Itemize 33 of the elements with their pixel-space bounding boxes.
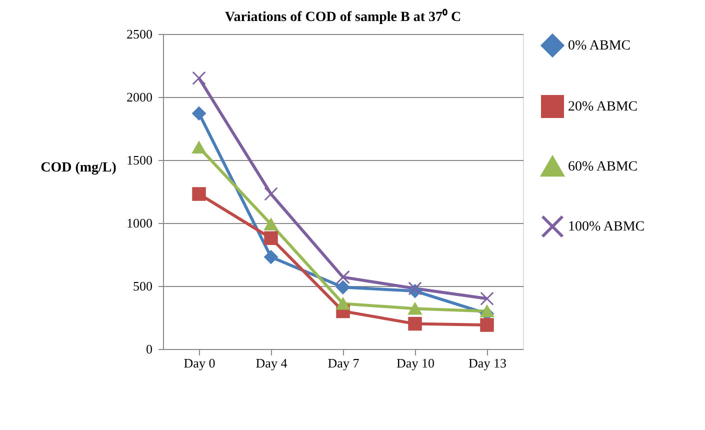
point xyxy=(192,106,206,120)
y-tick-label: 1000 xyxy=(126,216,152,230)
legend-label: 100% ABMC xyxy=(568,220,645,234)
legend-label: 20% ABMC xyxy=(568,100,638,114)
point xyxy=(192,141,206,154)
y-axis-title: COD (mg/L) xyxy=(40,160,117,176)
x-tick-label: Day 13 xyxy=(468,356,506,370)
x-tick-label: Day 4 xyxy=(256,356,288,370)
chart-title: Variations of COD of sample B at 37⁰ C xyxy=(224,8,462,25)
y-tick-label: 2500 xyxy=(126,26,152,42)
point xyxy=(408,316,422,331)
point xyxy=(264,231,278,245)
y-tick-label: 2000 xyxy=(126,90,152,104)
y-tick-label: 500 xyxy=(133,278,152,294)
point xyxy=(336,280,350,294)
y-tick-label: 1500 xyxy=(126,152,152,168)
x-tick-label: Day 0 xyxy=(184,356,216,370)
point xyxy=(264,250,278,264)
point xyxy=(480,292,494,306)
point xyxy=(336,298,350,310)
point xyxy=(192,187,206,201)
x-tick-label: Day 7 xyxy=(328,356,360,370)
x-tick-label: Day 10 xyxy=(396,356,434,370)
legend-label: 60% ABMC xyxy=(568,160,638,174)
point xyxy=(336,270,350,284)
point xyxy=(480,318,494,332)
legend-label: 0% ABMC xyxy=(568,38,631,54)
point xyxy=(192,71,206,85)
point xyxy=(408,302,422,315)
y-tick-label: 0 xyxy=(146,342,152,356)
point xyxy=(408,282,422,296)
point xyxy=(264,218,278,230)
point xyxy=(480,305,494,318)
